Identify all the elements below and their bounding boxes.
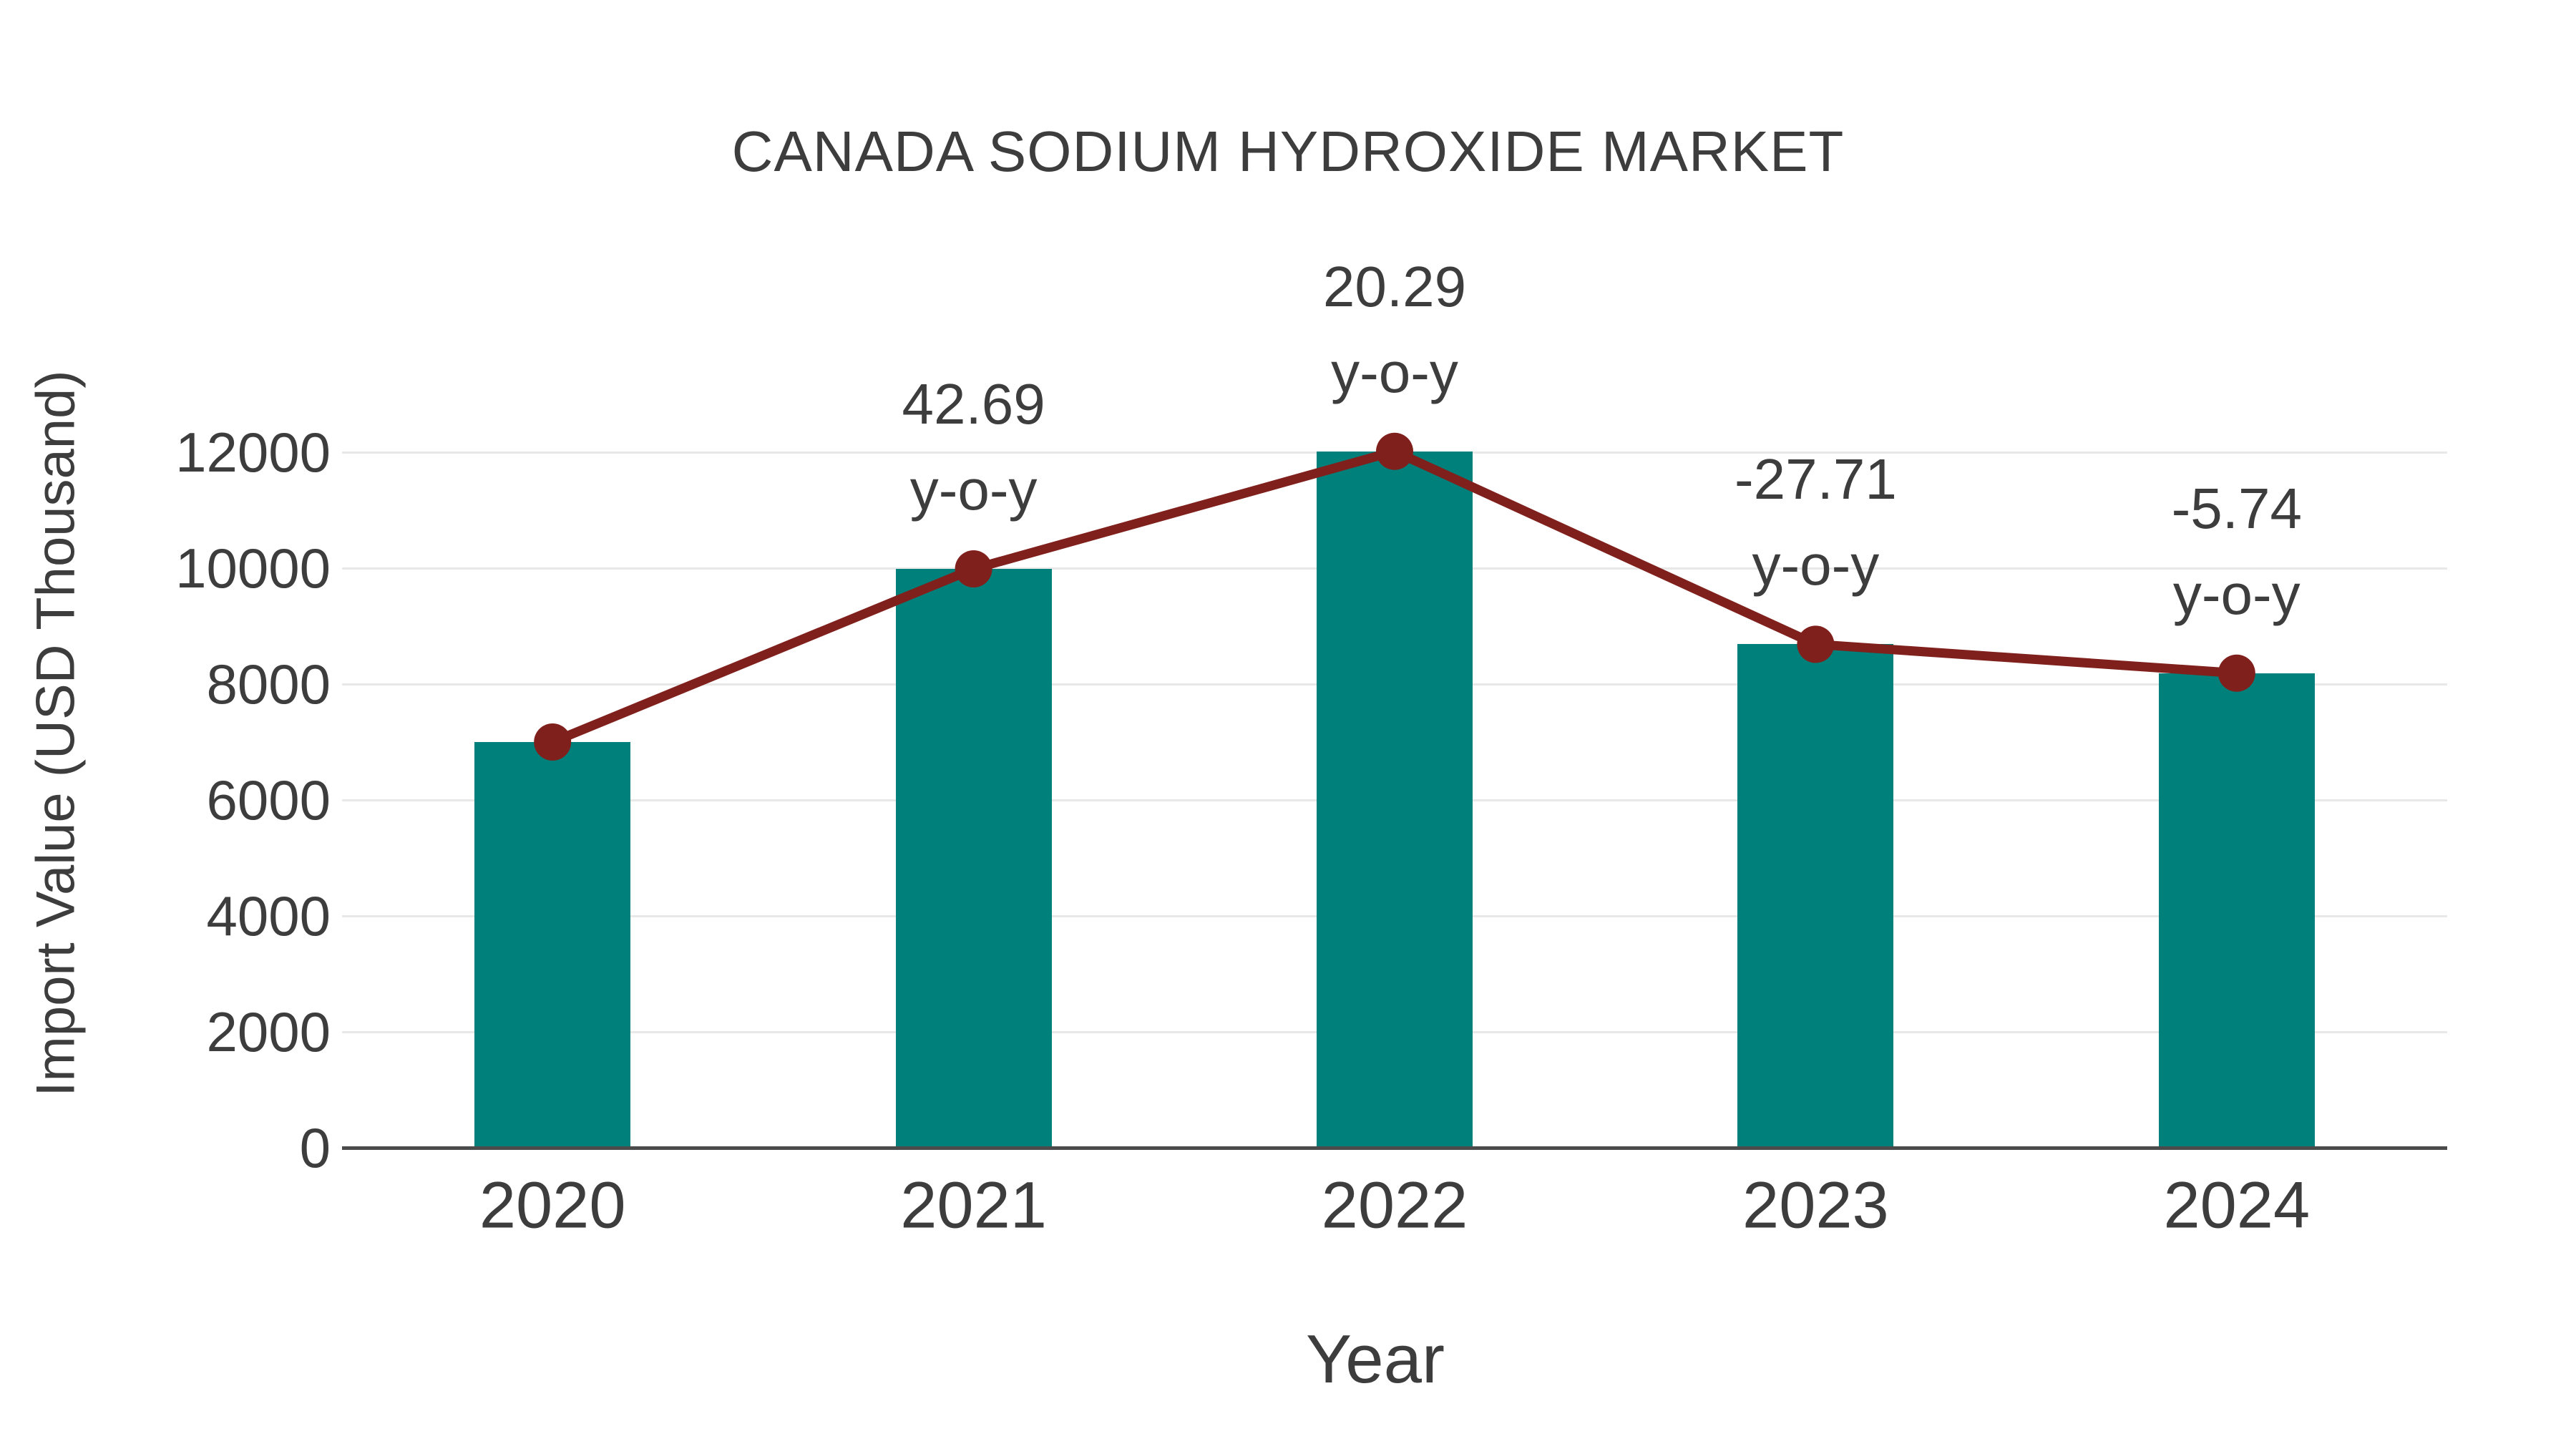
annotation-value-2022: 20.29 <box>1322 254 1467 318</box>
chart-title: CANADA SODIUM HYDROXIDE MARKET <box>731 119 1845 183</box>
annotation-value-2024: -5.74 <box>2171 476 2302 540</box>
x-axis-line <box>342 1146 2447 1150</box>
data-point-marker-2021[interactable] <box>955 550 992 587</box>
data-point-marker-2020[interactable] <box>534 723 572 761</box>
annotation-value-2023: -27.71 <box>1734 447 1897 512</box>
data-point-marker-2023[interactable] <box>1797 625 1835 663</box>
annotation-unit-2021: y-o-y <box>909 457 1038 522</box>
y-tick-label-12000: 12000 <box>175 421 331 484</box>
x-tick-label-2021: 2021 <box>900 1169 1047 1242</box>
x-tick-label-2024: 2024 <box>2163 1169 2311 1242</box>
bar-2022[interactable] <box>1317 451 1473 1148</box>
x-tick-label-2022: 2022 <box>1321 1169 1468 1242</box>
annotation-unit-2022: y-o-y <box>1331 340 1458 404</box>
bar-2021[interactable] <box>895 568 1052 1148</box>
data-point-marker-2024[interactable] <box>2218 654 2255 692</box>
annotation-unit-2023: y-o-y <box>1752 533 1880 597</box>
annotation-unit-2024: y-o-y <box>2172 562 2301 626</box>
y-tick-label-10000: 10000 <box>175 537 331 600</box>
y-tick-label-0: 0 <box>299 1116 331 1179</box>
y-tick-label-8000: 8000 <box>206 653 331 716</box>
y-tick-label-4000: 4000 <box>206 884 331 947</box>
x-tick-label-2020: 2020 <box>479 1169 626 1242</box>
x-axis-title: Year <box>1306 1321 1445 1397</box>
bar-2023[interactable] <box>1737 644 1894 1148</box>
bar-2024[interactable] <box>2158 673 2315 1148</box>
data-point-marker-2022[interactable] <box>1376 432 1413 470</box>
x-tick-label-2023: 2023 <box>1742 1169 1889 1242</box>
bar-2020[interactable] <box>474 742 631 1148</box>
y-tick-label-2000: 2000 <box>206 1000 331 1063</box>
yoy-line <box>550 446 2238 747</box>
y-tick-label-6000: 6000 <box>206 769 331 831</box>
annotation-value-2021: 42.69 <box>902 371 1045 436</box>
